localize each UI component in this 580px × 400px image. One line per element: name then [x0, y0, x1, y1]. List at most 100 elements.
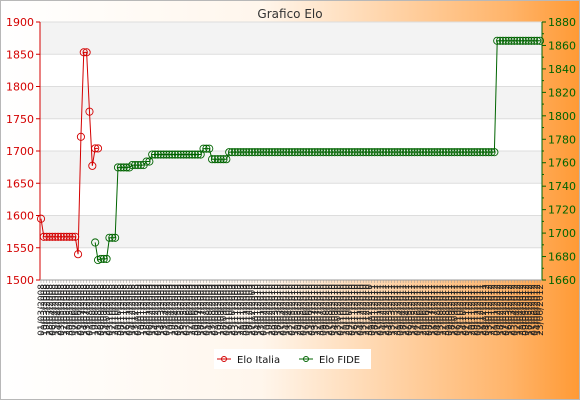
x-axis-tick-label: 27/08/2010: [325, 284, 335, 336]
x-axis-tick-label: 06/02/2009: [145, 284, 155, 336]
point-elo-fide: [105, 233, 114, 242]
x-axis-tick-label: 23/07/2008: [83, 284, 93, 336]
point-elo-fide: [484, 148, 493, 157]
x-axis-tick-label: 13/03/2011: [388, 284, 398, 336]
point-elo-fide: [373, 148, 382, 157]
point-elo-fide: [265, 148, 274, 157]
point-elo-fide: [262, 148, 271, 157]
legend-marker-elo-italia: [221, 356, 227, 362]
point-elo-fide: [444, 148, 453, 157]
point-elo-fide: [179, 150, 188, 159]
point-elo-fide: [396, 148, 405, 157]
x-axis-tick-label: 25/11/2010: [354, 284, 364, 336]
x-axis-tick-label: 14/08/2009: [205, 284, 215, 336]
point-elo-fide: [356, 148, 365, 157]
point-elo-fide: [239, 148, 248, 157]
x-axis-tick-label: 05/03/2009: [154, 284, 164, 336]
x-axis-tick-label: 19/08/2008: [91, 284, 101, 336]
point-elo-fide: [202, 144, 211, 153]
x-axis-tick-label: 17/12/2011: [476, 284, 486, 336]
right-axis-tick-label: 1800: [548, 110, 576, 123]
x-axis-tick-label: 30/04/2012: [519, 284, 529, 336]
x-axis-tick-label: 18/01/2011: [371, 284, 381, 336]
x-axis-tick-label: 19/02/2010: [265, 284, 275, 336]
point-elo-fide: [285, 148, 294, 157]
x-axis-tick-label: 09/07/2009: [194, 284, 204, 336]
x-axis-tick-label: 17/11/2008: [120, 284, 130, 336]
point-elo-fide: [293, 148, 302, 157]
right-axis-tick-label: 1840: [548, 63, 576, 76]
point-elo-fide: [416, 148, 425, 157]
point-elo-fide: [162, 150, 171, 159]
x-axis-tick-label: 20/05/2010: [294, 284, 304, 336]
point-elo-fide: [387, 148, 396, 157]
x-axis-tick-label: 18/08/2010: [322, 284, 332, 336]
x-axis-tick-label: 25/05/2009: [180, 284, 190, 336]
chart-title: Grafico Elo: [257, 7, 322, 21]
x-axis-tick-label: 16/05/2009: [177, 284, 187, 336]
x-axis-tick-label: 20/10/2010: [342, 284, 352, 336]
right-axis-tick-label: 1660: [548, 274, 576, 287]
legend-marker-elo-fide: [303, 356, 309, 362]
point-elo-fide: [213, 155, 222, 164]
legend: Elo Italia Elo FIDE: [214, 349, 371, 369]
x-axis-tick-label: 05/12/2008: [125, 284, 135, 336]
x-axis-tick-label: 24/05/2011: [411, 284, 421, 336]
x-axis-tick-label: 09/08/2010: [319, 284, 329, 336]
x-axis-tick-label: 02/11/2011: [462, 284, 472, 336]
point-elo-fide: [439, 148, 448, 157]
point-elo-fide: [273, 148, 282, 157]
point-elo-italia: [74, 250, 83, 259]
x-axis-tick-label: 12/11/2009: [234, 284, 244, 336]
x-axis-tick-label: 28/01/2009: [143, 284, 153, 336]
point-elo-fide: [125, 163, 134, 172]
x-axis-tick-label: 26/06/2008: [74, 284, 84, 336]
x-axis-tick-label: 11/05/2010: [291, 284, 301, 336]
point-elo-italia: [68, 232, 77, 241]
x-axis-tick-label: 07/11/2010: [348, 284, 358, 336]
x-axis-tick-label: 23/02/2011: [382, 284, 392, 336]
point-elo-fide: [347, 148, 356, 157]
x-axis-tick-label: 15/09/2008: [100, 284, 110, 336]
x-axis-tick-label: 28/03/2008: [46, 284, 56, 336]
point-elo-fide: [128, 161, 137, 170]
x-axis-tick-label: 25/03/2012: [507, 284, 517, 336]
x-axis-tick-label: 02/10/2010: [336, 284, 346, 336]
point-elo-fide: [133, 161, 142, 170]
point-elo-fide: [407, 148, 416, 157]
grid-band: [40, 215, 542, 248]
x-axis-tick-label: 25/06/2010: [305, 284, 315, 336]
point-elo-fide: [501, 36, 510, 45]
point-elo-fide: [165, 150, 174, 159]
left-axis-tick-label: 1600: [6, 210, 34, 223]
x-axis-tick-label: 14/06/2012: [533, 284, 543, 336]
point-elo-fide: [131, 161, 140, 170]
point-elo-italia: [42, 232, 51, 241]
x-axis-tick-label: 19/09/2009: [217, 284, 227, 336]
point-elo-fide: [322, 148, 331, 157]
point-elo-fide: [359, 148, 368, 157]
x-axis-tick-label: 31/03/2011: [393, 284, 403, 336]
point-elo-fide: [287, 148, 296, 157]
point-elo-fide: [302, 148, 311, 157]
point-elo-fide: [524, 36, 533, 45]
x-axis-tick-label: 20/11/2011: [468, 284, 478, 336]
point-elo-fide: [170, 150, 180, 159]
x-axis-tick-label: 22/12/2010: [362, 284, 372, 336]
x-axis-tick-label: 19/03/2008: [43, 284, 53, 336]
left-axis-tick-label: 1900: [6, 16, 34, 29]
point-elo-fide: [399, 148, 408, 157]
point-elo-fide: [245, 148, 254, 157]
x-axis-tick-label: 30/06/2009: [191, 284, 201, 336]
x-axis-tick-label: 27/07/2009: [200, 284, 210, 336]
point-elo-fide: [419, 148, 428, 157]
x-axis-tick-label: 10/04/2009: [165, 284, 175, 336]
x-axis-tick-label: 27/01/2011: [373, 284, 383, 336]
point-elo-fide: [478, 148, 488, 157]
x-axis-tick-label: 13/12/2010: [359, 284, 369, 336]
point-elo-fide: [413, 148, 422, 157]
x-axis-tick-label: 11/10/2010: [339, 284, 349, 336]
x-axis-tick-label: 27/04/2011: [402, 284, 412, 336]
x-axis-tick-label: 18/12/2009: [245, 284, 255, 336]
point-elo-italia: [85, 107, 94, 116]
